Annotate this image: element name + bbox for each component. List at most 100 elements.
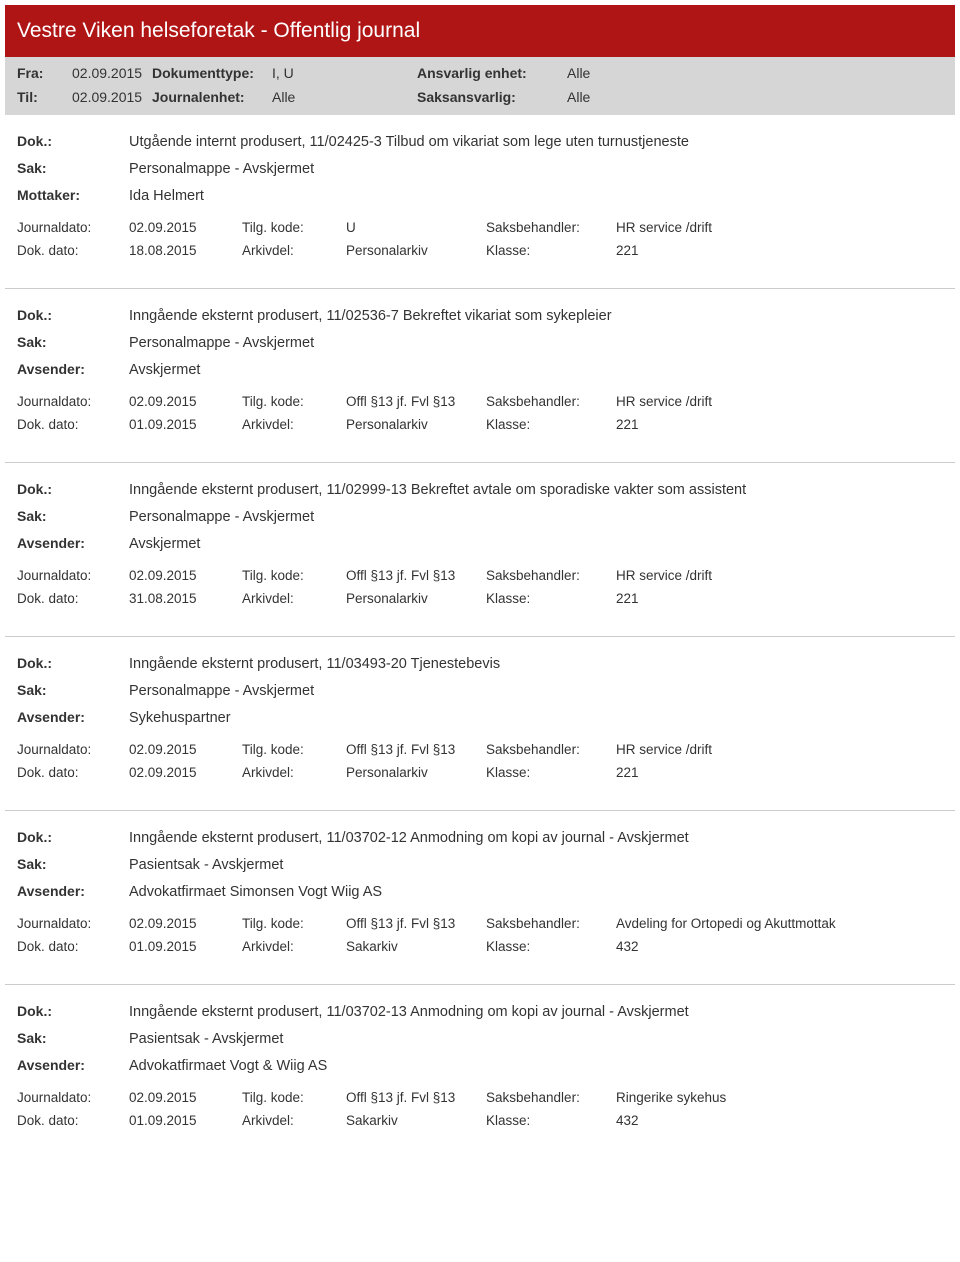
- journaldato-value: 02.09.2015: [129, 220, 242, 235]
- arkivdel-value: Personalarkiv: [346, 417, 486, 432]
- sak-value: Personalmappe - Avskjermet: [129, 683, 943, 699]
- dokumenttype-value: I, U: [272, 65, 417, 81]
- dokdato-value: 01.09.2015: [129, 1113, 242, 1128]
- journal-entry: Dok.: Utgående internt produsert, 11/024…: [5, 115, 955, 289]
- sak-label: Sak:: [17, 160, 129, 176]
- klasse-value: 221: [616, 765, 943, 780]
- journal-entry: Dok.: Inngående eksternt produsert, 11/0…: [5, 811, 955, 985]
- filter-bar: Fra: 02.09.2015 Dokumenttype: I, U Ansva…: [5, 57, 955, 115]
- sak-label: Sak:: [17, 682, 129, 698]
- dok-value: Inngående eksternt produsert, 11/03702-1…: [129, 1004, 943, 1020]
- party-value: Sykehuspartner: [129, 710, 943, 726]
- klasse-label: Klasse:: [486, 765, 616, 780]
- arkivdel-label: Arkivdel:: [242, 417, 346, 432]
- dok-value: Inngående eksternt produsert, 11/03493-2…: [129, 656, 943, 672]
- klasse-value: 221: [616, 591, 943, 606]
- dok-value: Inngående eksternt produsert, 11/03702-1…: [129, 830, 943, 846]
- journaldato-label: Journaldato:: [17, 568, 129, 583]
- journaldato-value: 02.09.2015: [129, 916, 242, 931]
- journal-entry: Dok.: Inngående eksternt produsert, 11/0…: [5, 463, 955, 637]
- dokdato-value: 02.09.2015: [129, 765, 242, 780]
- dokdato-label: Dok. dato:: [17, 939, 129, 954]
- journaldato-label: Journaldato:: [17, 1090, 129, 1105]
- saksbehandler-value: Ringerike sykehus: [616, 1090, 943, 1105]
- sak-value: Pasientsak - Avskjermet: [129, 1031, 943, 1047]
- page-header: Vestre Viken helseforetak - Offentlig jo…: [5, 5, 955, 57]
- klasse-label: Klasse:: [486, 1113, 616, 1128]
- saksbehandler-value: HR service /drift: [616, 742, 943, 757]
- journaldato-value: 02.09.2015: [129, 742, 242, 757]
- arkivdel-label: Arkivdel:: [242, 243, 346, 258]
- klasse-value: 432: [616, 939, 943, 954]
- journaldato-label: Journaldato:: [17, 916, 129, 931]
- sak-value: Personalmappe - Avskjermet: [129, 161, 943, 177]
- journalenhet-value: Alle: [272, 89, 417, 105]
- sak-value: Personalmappe - Avskjermet: [129, 509, 943, 525]
- journaldato-label: Journaldato:: [17, 220, 129, 235]
- sak-value: Pasientsak - Avskjermet: [129, 857, 943, 873]
- journal-entry: Dok.: Inngående eksternt produsert, 11/0…: [5, 637, 955, 811]
- dok-label: Dok.:: [17, 1003, 129, 1019]
- tilgkode-value: Offl §13 jf. Fvl §13: [346, 916, 486, 931]
- party-label: Avsender:: [17, 883, 129, 899]
- party-value: Avskjermet: [129, 536, 943, 552]
- klasse-value: 221: [616, 417, 943, 432]
- tilgkode-label: Tilg. kode:: [242, 568, 346, 583]
- page-title: Vestre Viken helseforetak - Offentlig jo…: [17, 19, 943, 43]
- arkivdel-value: Personalarkiv: [346, 243, 486, 258]
- dok-label: Dok.:: [17, 655, 129, 671]
- klasse-label: Klasse:: [486, 243, 616, 258]
- til-label: Til:: [17, 89, 72, 105]
- party-value: Advokatfirmaet Simonsen Vogt Wiig AS: [129, 884, 943, 900]
- journaldato-value: 02.09.2015: [129, 1090, 242, 1105]
- arkivdel-label: Arkivdel:: [242, 591, 346, 606]
- til-value: 02.09.2015: [72, 89, 152, 105]
- arkivdel-value: Personalarkiv: [346, 591, 486, 606]
- party-label: Mottaker:: [17, 187, 129, 203]
- dokdato-value: 31.08.2015: [129, 591, 242, 606]
- sak-value: Personalmappe - Avskjermet: [129, 335, 943, 351]
- party-value: Ida Helmert: [129, 188, 943, 204]
- saksbehandler-label: Saksbehandler:: [486, 916, 616, 931]
- arkivdel-label: Arkivdel:: [242, 939, 346, 954]
- tilgkode-label: Tilg. kode:: [242, 1090, 346, 1105]
- journaldato-label: Journaldato:: [17, 394, 129, 409]
- klasse-value: 221: [616, 243, 943, 258]
- sak-label: Sak:: [17, 334, 129, 350]
- ansvarlig-label: Ansvarlig enhet:: [417, 65, 567, 81]
- saksbehandler-value: HR service /drift: [616, 220, 943, 235]
- klasse-label: Klasse:: [486, 417, 616, 432]
- party-value: Advokatfirmaet Vogt & Wiig AS: [129, 1058, 943, 1074]
- dokdato-value: 01.09.2015: [129, 417, 242, 432]
- dokdato-label: Dok. dato:: [17, 765, 129, 780]
- ansvarlig-value: Alle: [567, 65, 943, 81]
- fra-value: 02.09.2015: [72, 65, 152, 81]
- journal-entry: Dok.: Inngående eksternt produsert, 11/0…: [5, 985, 955, 1158]
- dok-label: Dok.:: [17, 133, 129, 149]
- sak-label: Sak:: [17, 856, 129, 872]
- dok-value: Utgående internt produsert, 11/02425-3 T…: [129, 134, 943, 150]
- arkivdel-label: Arkivdel:: [242, 765, 346, 780]
- klasse-value: 432: [616, 1113, 943, 1128]
- party-label: Avsender:: [17, 535, 129, 551]
- saksansvarlig-value: Alle: [567, 89, 943, 105]
- saksbehandler-label: Saksbehandler:: [486, 220, 616, 235]
- entries-list: Dok.: Utgående internt produsert, 11/024…: [0, 115, 960, 1158]
- dok-value: Inngående eksternt produsert, 11/02999-1…: [129, 482, 943, 498]
- dokdato-label: Dok. dato:: [17, 591, 129, 606]
- dok-label: Dok.:: [17, 481, 129, 497]
- saksbehandler-value: HR service /drift: [616, 394, 943, 409]
- klasse-label: Klasse:: [486, 591, 616, 606]
- journalenhet-label: Journalenhet:: [152, 89, 272, 105]
- party-label: Avsender:: [17, 1057, 129, 1073]
- journaldato-label: Journaldato:: [17, 742, 129, 757]
- arkivdel-value: Sakarkiv: [346, 939, 486, 954]
- dokumenttype-label: Dokumenttype:: [152, 65, 272, 81]
- tilgkode-label: Tilg. kode:: [242, 742, 346, 757]
- saksbehandler-value: Avdeling for Ortopedi og Akuttmottak: [616, 916, 943, 931]
- arkivdel-value: Sakarkiv: [346, 1113, 486, 1128]
- saksbehandler-label: Saksbehandler:: [486, 742, 616, 757]
- fra-label: Fra:: [17, 65, 72, 81]
- tilgkode-label: Tilg. kode:: [242, 916, 346, 931]
- tilgkode-label: Tilg. kode:: [242, 220, 346, 235]
